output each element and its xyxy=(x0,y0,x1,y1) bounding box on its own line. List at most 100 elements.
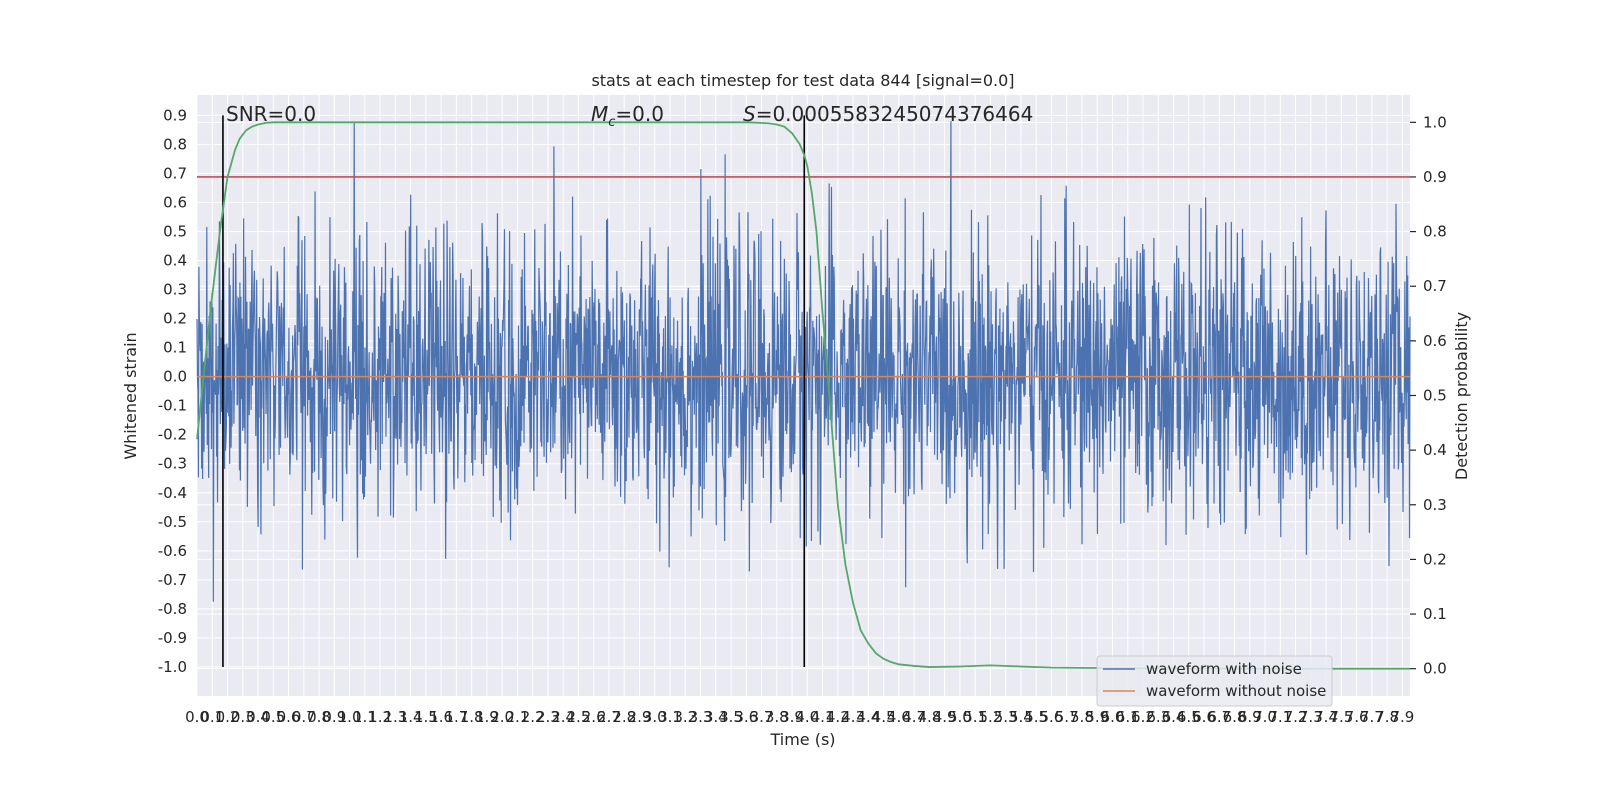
x-tick-label: 7.0 xyxy=(1253,708,1277,726)
x-tick-label: 7.7 xyxy=(1360,708,1384,726)
x-tick-label: 5.5 xyxy=(1024,708,1048,726)
x-axis-label: Time (s) xyxy=(769,730,835,749)
y-tick-label: -0.7 xyxy=(158,571,187,589)
x-tick-label: 3.6 xyxy=(734,708,758,726)
x-tick-label: 1.1 xyxy=(353,708,377,726)
x-tick-label: 6.5 xyxy=(1177,708,1201,726)
s-annotation: S=0.0005583245074376464 xyxy=(743,102,1033,126)
x-tick-label: 0.0 xyxy=(185,708,209,726)
x-tick-label: 7.1 xyxy=(1268,708,1292,726)
x-tick-label: 3.0 xyxy=(643,708,667,726)
y-right-tick-label: 0.0 xyxy=(1423,660,1447,678)
legend: waveform with noise waveform without noi… xyxy=(1096,655,1333,707)
x-tick-label: 0.2 xyxy=(216,708,240,726)
y-tick-label: -0.4 xyxy=(158,484,187,502)
legend-box xyxy=(1096,655,1333,707)
x-tick-label: 5.2 xyxy=(978,708,1002,726)
x-tick-label: 4.7 xyxy=(902,708,926,726)
x-tick-label: 7.4 xyxy=(1314,708,1338,726)
x-tick-label: 5.0 xyxy=(948,708,972,726)
x-tick-label: 5.1 xyxy=(963,708,987,726)
x-tick-label: 6.0 xyxy=(1101,708,1125,726)
x-tick-label: 0.8 xyxy=(307,708,331,726)
x-tick-label: 7.5 xyxy=(1329,708,1353,726)
x-tick-label: 0.7 xyxy=(292,708,316,726)
x-tick-label: 4.8 xyxy=(917,708,941,726)
x-tick-label: 0.1 xyxy=(200,708,224,726)
x-tick-label: 3.9 xyxy=(780,708,804,726)
x-tick-label: 0.9 xyxy=(322,708,346,726)
y-tick-label: 0.8 xyxy=(163,135,187,153)
y-tick-label: -0.3 xyxy=(158,455,187,473)
x-tick-label: 3.4 xyxy=(704,708,728,726)
x-tick-label: 4.2 xyxy=(826,708,850,726)
x-tick-label: 5.8 xyxy=(1070,708,1094,726)
x-tick-label: 4.3 xyxy=(841,708,865,726)
y-right-tick-label: 0.2 xyxy=(1423,550,1447,568)
y-right-tick-label: 1.0 xyxy=(1423,113,1447,131)
x-tick-label: 0.3 xyxy=(231,708,255,726)
x-tick-label: 3.2 xyxy=(673,708,697,726)
chirp-mass-subscript: c xyxy=(608,115,615,130)
x-tick-label: 4.0 xyxy=(795,708,819,726)
y-right-tick-label: 0.1 xyxy=(1423,605,1447,623)
y-right-axis-label: Detection probability xyxy=(1452,312,1471,480)
y-right-tick-label: 0.3 xyxy=(1423,496,1447,514)
x-tick-label: 2.0 xyxy=(490,708,514,726)
x-tick-label: 4.9 xyxy=(933,708,957,726)
x-tick-label: 7.8 xyxy=(1375,708,1399,726)
y-right-tick-label: 0.7 xyxy=(1423,277,1447,295)
x-tick-label: 5.4 xyxy=(1009,708,1033,726)
x-tick-label: 7.9 xyxy=(1390,708,1414,726)
chirp-mass-annotation: Mc=0.0 xyxy=(591,102,664,130)
legend-label-without-noise: waveform without noise xyxy=(1146,682,1326,700)
x-tick-label: 3.7 xyxy=(750,708,774,726)
y-tick-label: 0.2 xyxy=(163,310,187,328)
y-tick-label: -0.6 xyxy=(158,542,187,560)
x-tick-label: 5.7 xyxy=(1055,708,1079,726)
x-tick-label: 0.4 xyxy=(246,708,270,726)
y-tick-label: 0.5 xyxy=(163,222,187,240)
y-tick-label: -0.2 xyxy=(158,426,187,444)
x-tick-label: 7.3 xyxy=(1299,708,1323,726)
y-tick-label: 0.0 xyxy=(163,368,187,386)
x-tick-label: 1.5 xyxy=(414,708,438,726)
x-tick-label: 1.7 xyxy=(444,708,468,726)
y-axis-label: Whitened strain xyxy=(121,332,140,459)
x-tick-labels: 0.00.10.20.30.40.50.60.70.80.91.01.11.21… xyxy=(185,708,1414,726)
x-tick-label: 0.5 xyxy=(261,708,285,726)
y-right-tick-label: 0.6 xyxy=(1423,332,1447,350)
x-tick-label: 7.6 xyxy=(1345,708,1369,726)
x-tick-label: 2.9 xyxy=(628,708,652,726)
y-tick-label: -0.9 xyxy=(158,629,187,647)
x-tick-label: 6.3 xyxy=(1146,708,1170,726)
y-tick-label: -1.0 xyxy=(158,658,187,676)
x-tick-label: 5.9 xyxy=(1085,708,1109,726)
y-tick-label: -0.5 xyxy=(158,513,187,531)
s-value: =0.0005583245074376464 xyxy=(756,102,1034,126)
x-tick-label: 1.6 xyxy=(429,708,453,726)
x-tick-label: 3.8 xyxy=(765,708,789,726)
x-tick-label: 2.6 xyxy=(582,708,606,726)
x-tick-label: 2.7 xyxy=(597,708,621,726)
y-tick-label: 0.3 xyxy=(163,281,187,299)
y-tick-labels: 0.9 0.8 0.7 0.6 0.5 0.4 0.3 0.2 0.1 0.0 -0.1 -0.2 -0… xyxy=(158,106,187,676)
x-tick-label: 1.0 xyxy=(338,708,362,726)
x-tick-label: 2.8 xyxy=(612,708,636,726)
x-tick-label: 2.4 xyxy=(551,708,575,726)
y-tick-label: -0.1 xyxy=(158,397,187,415)
x-tick-label: 7.2 xyxy=(1284,708,1308,726)
x-tick-label: 3.1 xyxy=(658,708,682,726)
x-tick-label: 2.1 xyxy=(505,708,529,726)
x-tick-label: 1.4 xyxy=(399,708,423,726)
y-tick-label: -0.8 xyxy=(158,600,187,618)
x-tick-label: 6.8 xyxy=(1223,708,1247,726)
x-tick-label: 1.2 xyxy=(368,708,392,726)
y-right-tick-labels: 1.0 0.9 0.8 0.7 0.6 0.5 0.4 0.3 0.2 0.1 0.0 xyxy=(1410,113,1447,678)
y-right-tick-label: 0.4 xyxy=(1423,441,1447,459)
x-tick-label: 2.5 xyxy=(567,708,591,726)
s-symbol: S xyxy=(743,102,756,126)
x-tick-label: 4.6 xyxy=(887,708,911,726)
snr-annotation: SNR=0.0 xyxy=(226,102,316,126)
